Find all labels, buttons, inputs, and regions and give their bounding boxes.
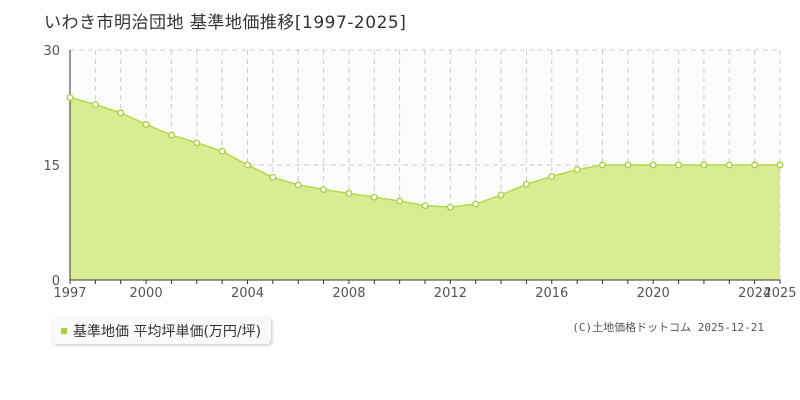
y-tick-label: 15 [43, 159, 60, 174]
x-tick-label: 2012 [434, 286, 467, 301]
data-point [193, 139, 201, 147]
data-point [573, 166, 581, 174]
x-tick-label: 2000 [130, 286, 163, 301]
axes [69, 50, 781, 284]
data-point [776, 161, 784, 169]
data-point [522, 180, 530, 188]
x-tick-label: 1997 [53, 286, 86, 301]
data-point [624, 161, 632, 169]
area-fill [70, 97, 780, 281]
data-point [218, 147, 226, 155]
legend-swatch [61, 328, 67, 334]
data-point [599, 161, 606, 169]
data-point [751, 161, 759, 169]
legend-label: 基準地価 平均坪単価(万円/坪) [73, 324, 262, 340]
x-tick-label: 2004 [231, 286, 264, 301]
data-point [370, 193, 378, 201]
data-point [294, 181, 302, 189]
data-point [675, 161, 683, 169]
x-tick-label: 2008 [332, 286, 365, 301]
x-tick-label: 2024 [738, 286, 771, 301]
data-point [700, 161, 708, 169]
copyright-text: (C)土地価格ドットコム 2025-12-21 [572, 321, 764, 334]
data-point [117, 109, 125, 117]
data-point [66, 94, 74, 101]
data-point [142, 120, 150, 128]
data-point [244, 161, 251, 169]
data-points [66, 94, 784, 211]
y-tick-label: 0 [52, 274, 60, 289]
data-point [548, 173, 556, 180]
x-tick-label: 2020 [637, 286, 670, 301]
land-price-area-chart: 0 15 30 1997 2000 2004 2008 2012 2016 2020 2024202… [43, 44, 796, 301]
data-point [725, 161, 733, 169]
tick-labels: 0 15 30 1997 2000 2004 2008 2012 2016 2020 2024202… [43, 44, 796, 301]
data-point [269, 173, 277, 181]
y-tick-label: 30 [43, 44, 60, 59]
data-point [472, 200, 480, 208]
x-tick-label: 2025 [763, 286, 796, 301]
data-point [345, 189, 353, 197]
data-point [446, 203, 454, 211]
data-point [320, 186, 328, 193]
data-point [91, 100, 99, 108]
chart-title: いわき市明治団地 基準地価推移[1997-2025] [44, 13, 407, 33]
data-point [421, 202, 429, 210]
x-tick-label: 2016 [535, 286, 568, 301]
legend: 基準地価 平均坪単価(万円/坪) [53, 318, 272, 344]
data-point [497, 191, 505, 199]
data-point [649, 161, 657, 169]
data-point [396, 197, 404, 205]
data-point [167, 131, 175, 139]
